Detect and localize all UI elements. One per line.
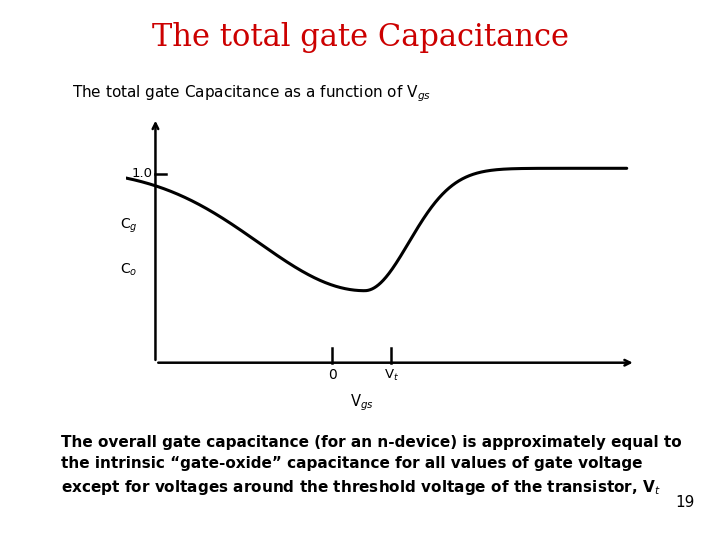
Text: 1.0: 1.0 [132,167,153,180]
Text: V$_t$: V$_t$ [384,368,399,383]
Text: The total gate Capacitance: The total gate Capacitance [151,22,569,52]
Text: C$_o$: C$_o$ [120,262,138,278]
Text: 0: 0 [328,368,336,382]
Text: The total gate Capacitance as a function of V$_{gs}$: The total gate Capacitance as a function… [72,84,431,104]
Text: C$_g$: C$_g$ [120,217,138,235]
Text: except for voltages around the threshold voltage of the transistor, V$_t$: except for voltages around the threshold… [61,478,661,497]
Text: the intrinsic “gate-oxide” capacitance for all values of gate voltage: the intrinsic “gate-oxide” capacitance f… [61,456,643,471]
Text: V$_{gs}$: V$_{gs}$ [350,393,374,413]
Text: The overall gate capacitance (for an n-device) is approximately equal to: The overall gate capacitance (for an n-d… [61,435,682,450]
Text: 19: 19 [675,495,695,510]
